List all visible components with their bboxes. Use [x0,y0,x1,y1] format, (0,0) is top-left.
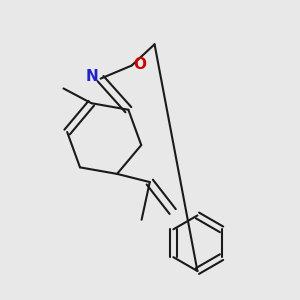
Text: O: O [133,57,146,72]
Text: N: N [86,68,99,83]
